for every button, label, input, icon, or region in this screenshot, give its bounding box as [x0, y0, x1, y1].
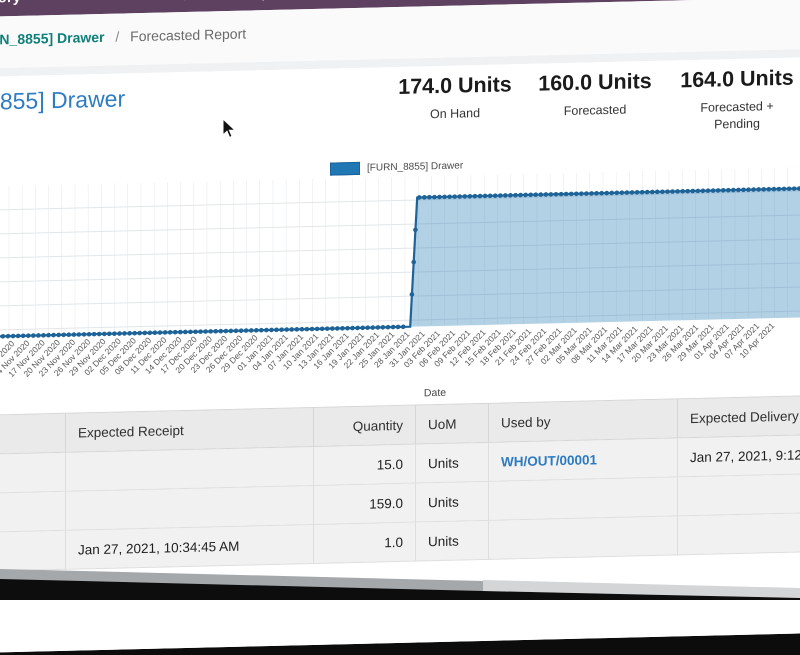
legend-swatch-icon [330, 162, 360, 176]
table-cell: Units [416, 481, 489, 522]
stat-label: Forecasted + Pending [691, 98, 783, 134]
stat-label: On Hand [409, 105, 501, 124]
table-cell: 159.0 [314, 483, 416, 524]
stat-value: 174.0 Units [388, 72, 522, 100]
breadcrumb: [FURN_8855] Drawer / Forecasted Report [0, 26, 246, 49]
x-axis-title: Date [424, 387, 446, 400]
stat-forecasted: 160.0 Units Forecasted [525, 69, 665, 121]
page-title: [FURN_8855] Drawer [0, 85, 125, 117]
stat-forecasted-pending: 164.0 Units Forecasted + Pending [667, 65, 800, 134]
column-header: Quantity [314, 405, 416, 446]
column-header: Expected Receipt [66, 407, 314, 452]
legend-label: [FURN_8855] Drawer [367, 160, 463, 173]
column-header [0, 413, 66, 455]
table-cell [66, 446, 314, 491]
stat-label: Forecasted [549, 101, 641, 120]
stat-value: 164.0 Units [667, 65, 800, 93]
table-cell [66, 485, 314, 530]
table-cell [678, 472, 800, 516]
table-cell [489, 516, 678, 559]
breadcrumb-current-page: Forecasted Report [130, 26, 246, 45]
column-header: Expected Delivery [678, 394, 800, 438]
stat-on-hand: 174.0 Units On Hand [388, 72, 522, 124]
column-header: UoM [416, 403, 489, 444]
table-cell: 15.0 [314, 444, 416, 485]
table-cell [0, 491, 66, 533]
menu-item-overview[interactable]: Overview [180, 0, 232, 3]
table-cell: Jan 27, 2021, 10:34:45 AM [66, 524, 314, 569]
table-cell: Units [416, 520, 489, 561]
breadcrumb-product-link[interactable]: [FURN_8855] Drawer [0, 29, 105, 48]
table-cell: Jan 27, 2021, 9:12:2 [678, 433, 800, 477]
table-cell [678, 511, 800, 555]
breadcrumb-separator: / [115, 29, 119, 45]
column-header: Used by [489, 399, 678, 442]
table-cell [489, 477, 678, 520]
table-cell [0, 452, 66, 494]
table-cell: Units [416, 442, 489, 483]
forecast-report-card: [FURN_8855] Drawer 174.0 Units On Hand 1… [0, 56, 800, 654]
document-link[interactable]: WH/OUT/00001 [489, 438, 678, 481]
chart-legend-item[interactable]: [FURN_8855] Drawer [330, 159, 463, 175]
menu-item-operations[interactable]: Operations [252, 0, 313, 1]
stat-value: 160.0 Units [525, 69, 665, 97]
app-menu-inventory[interactable]: Inventory [0, 0, 21, 7]
table-cell [0, 530, 66, 572]
table-cell: 1.0 [314, 522, 416, 563]
